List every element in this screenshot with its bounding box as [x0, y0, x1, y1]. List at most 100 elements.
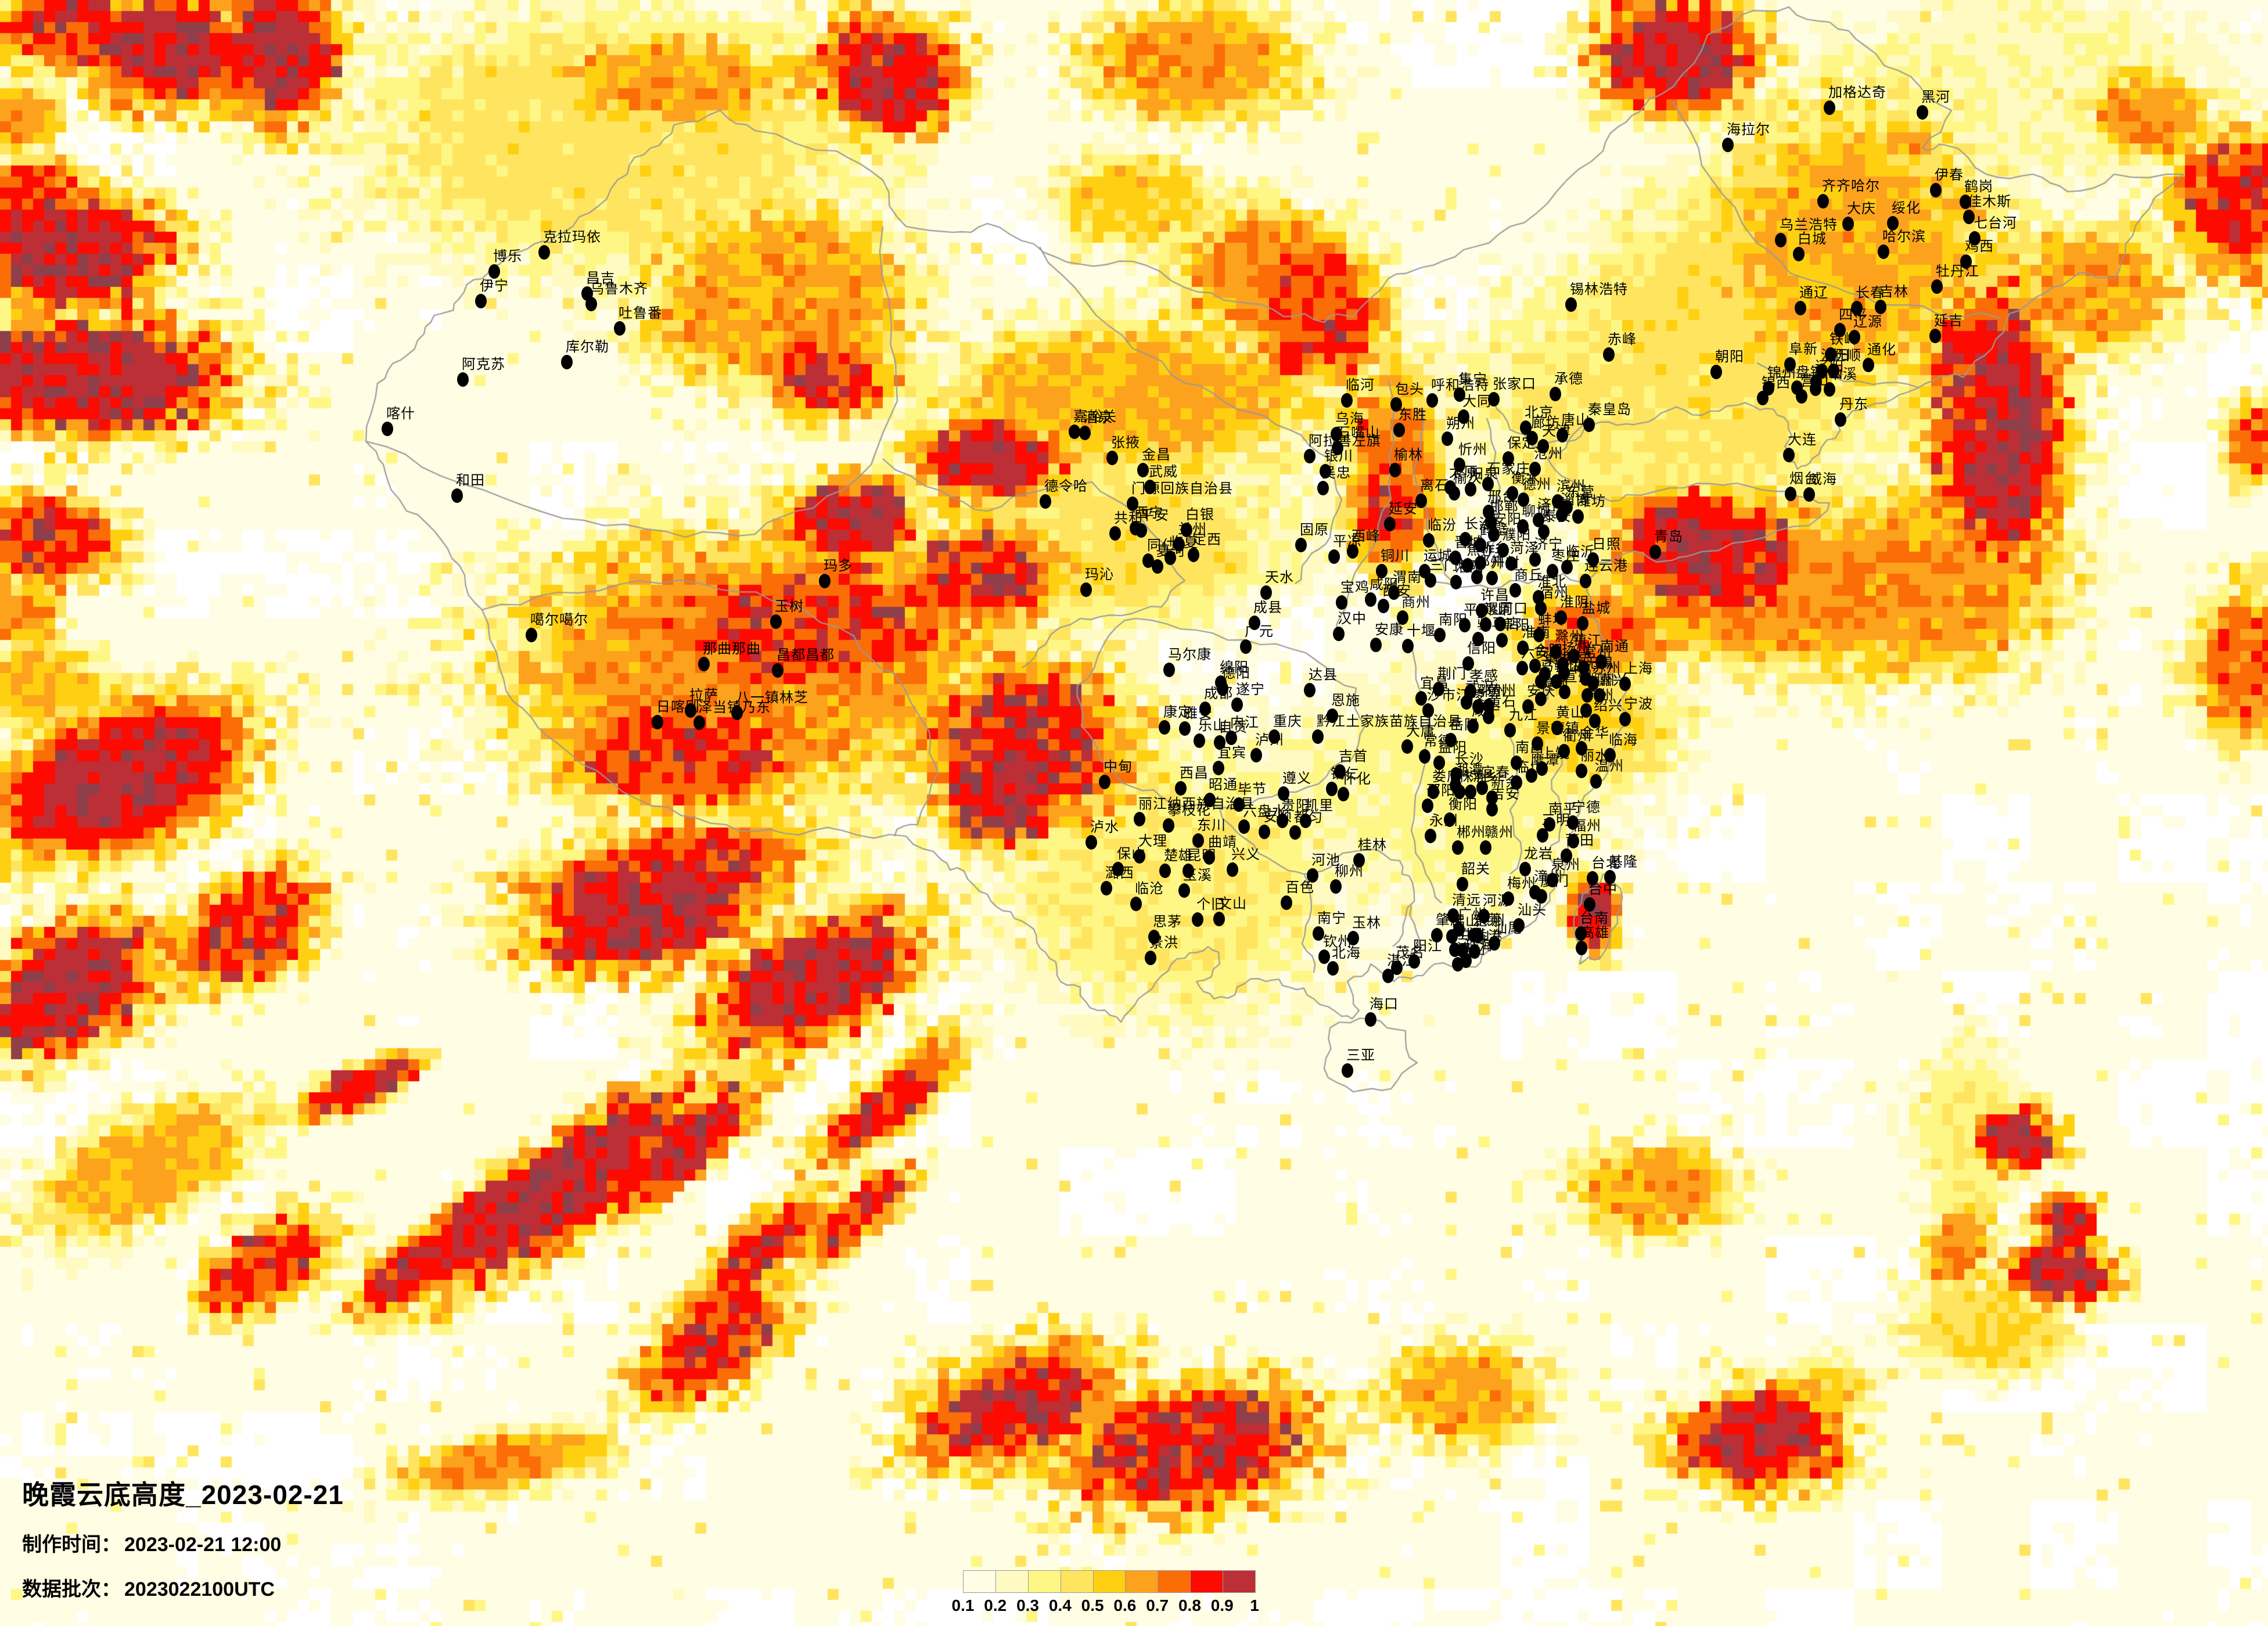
city-label: 嘉峪关: [1073, 409, 1117, 425]
city-dot: [1137, 463, 1149, 477]
city-label: 武威: [1149, 464, 1178, 480]
city-label: 喀什: [386, 406, 415, 422]
city-label: 通化: [1867, 342, 1896, 358]
city-dot: [451, 488, 463, 503]
city-dot: [1467, 719, 1479, 733]
city-dot: [1969, 231, 1981, 246]
city-label: 贵阳: [1281, 798, 1310, 814]
city-dot: [1452, 957, 1464, 972]
city-dot: [1238, 819, 1250, 834]
city-dot: [1240, 639, 1252, 654]
city-dot: [1485, 515, 1497, 530]
city-label: 佳木斯: [1968, 194, 2011, 210]
city-label: 苏州: [1592, 660, 1621, 676]
city-label: 新乡: [1479, 540, 1508, 556]
city-dot: [1603, 347, 1615, 362]
city-label: 库尔勒: [566, 339, 609, 355]
city-label: 西峰: [1352, 528, 1381, 544]
city-label: 泸州: [1255, 732, 1284, 748]
city-label: 许昌: [1480, 588, 1509, 603]
city-label: 济宁: [1534, 537, 1563, 552]
city-label: 邯郸: [1490, 499, 1519, 515]
city-dot: [1842, 217, 1854, 231]
city-label: 吉林: [1879, 284, 1908, 300]
city-dot: [1561, 560, 1573, 574]
city-label: 同仁: [1147, 538, 1176, 553]
city-dot: [1478, 909, 1490, 923]
city-dot: [1568, 834, 1579, 848]
city-label: 阿拉善左旗: [1309, 433, 1381, 449]
city-label: 丽水: [1580, 748, 1609, 764]
city-dot: [1268, 729, 1280, 744]
city-label: 百色: [1285, 880, 1314, 895]
city-label: 德州: [1522, 477, 1551, 492]
city-label: 承德: [1554, 371, 1583, 387]
city-label: 沈阳: [1821, 348, 1850, 364]
city-dot: [1259, 825, 1270, 839]
city-label: 个旧: [1196, 897, 1225, 912]
city-label: 西昌: [1180, 765, 1209, 781]
city-label: 景洪: [1149, 935, 1178, 951]
city-dot: [1194, 733, 1205, 748]
city-dot: [1163, 663, 1175, 677]
city-dot: [488, 264, 500, 279]
city-label: 临汾: [1428, 517, 1457, 533]
city-dot: [1415, 494, 1427, 508]
city-label: 大庸: [1406, 724, 1435, 739]
city-label: 漳州: [1534, 869, 1563, 885]
city-dot: [1370, 638, 1382, 652]
city-dot: [1796, 389, 1807, 404]
city-dot: [1181, 523, 1192, 537]
city-label: 铁岭: [1830, 332, 1859, 347]
city-label: 九江: [1509, 707, 1538, 723]
city-dot: [1568, 649, 1580, 663]
city-label: 遂宁: [1236, 682, 1265, 697]
city-dot: [1529, 552, 1541, 567]
city-label: 滁州: [1555, 629, 1584, 645]
city-dot: [1447, 908, 1459, 923]
city-label: 株洲: [1458, 769, 1487, 785]
city-label: 宿州: [1540, 585, 1569, 601]
city-label: 乐山: [1198, 718, 1227, 733]
city-dot: [1336, 595, 1347, 610]
city-dot: [1550, 645, 1562, 659]
city-dot: [1475, 538, 1486, 552]
city-dot: [1152, 559, 1163, 574]
city-dot: [1353, 853, 1365, 868]
city-label: 孝感: [1469, 668, 1498, 684]
city-dot: [1040, 494, 1051, 509]
city-dot: [1810, 382, 1821, 396]
city-label: 汉中: [1338, 611, 1367, 627]
city-label: 运城: [1424, 548, 1453, 564]
made-time-value: 2023-02-21 12:00: [124, 1534, 282, 1556]
city-dot: [1576, 741, 1587, 756]
city-label: 包头: [1395, 382, 1424, 397]
city-label: 芜湖: [1555, 659, 1584, 674]
city-dot: [1338, 787, 1349, 801]
city-label: 咸宁: [1472, 703, 1501, 719]
city-label: 兴义: [1231, 847, 1260, 862]
city-dot: [1558, 744, 1570, 758]
city-dot: [731, 706, 743, 720]
city-dot: [685, 703, 696, 718]
city-dot: [698, 657, 710, 671]
city-label: 桂林: [1358, 837, 1387, 853]
city-dot: [1428, 785, 1439, 799]
city-dot: [1604, 748, 1616, 762]
city-dot: [1567, 815, 1579, 830]
city-label: 黔江土家族苗族自治县: [1317, 714, 1462, 729]
city-dot: [1784, 357, 1796, 372]
city-dot: [1496, 633, 1508, 647]
city-label: 邢台: [1487, 489, 1516, 505]
city-dot: [1513, 918, 1525, 933]
city-dot: [1825, 347, 1836, 362]
made-time-label: 制作时间：: [22, 1534, 121, 1556]
city-label: 那曲那曲: [703, 641, 761, 657]
city-dot: [1851, 301, 1863, 315]
city-label: 衡水: [1511, 470, 1540, 486]
city-label: 张掖: [1111, 435, 1140, 451]
city-label: 淄博: [1561, 492, 1590, 508]
city-dot: [1458, 409, 1469, 424]
city-dot: [1179, 721, 1191, 736]
city-dot: [1433, 682, 1444, 696]
